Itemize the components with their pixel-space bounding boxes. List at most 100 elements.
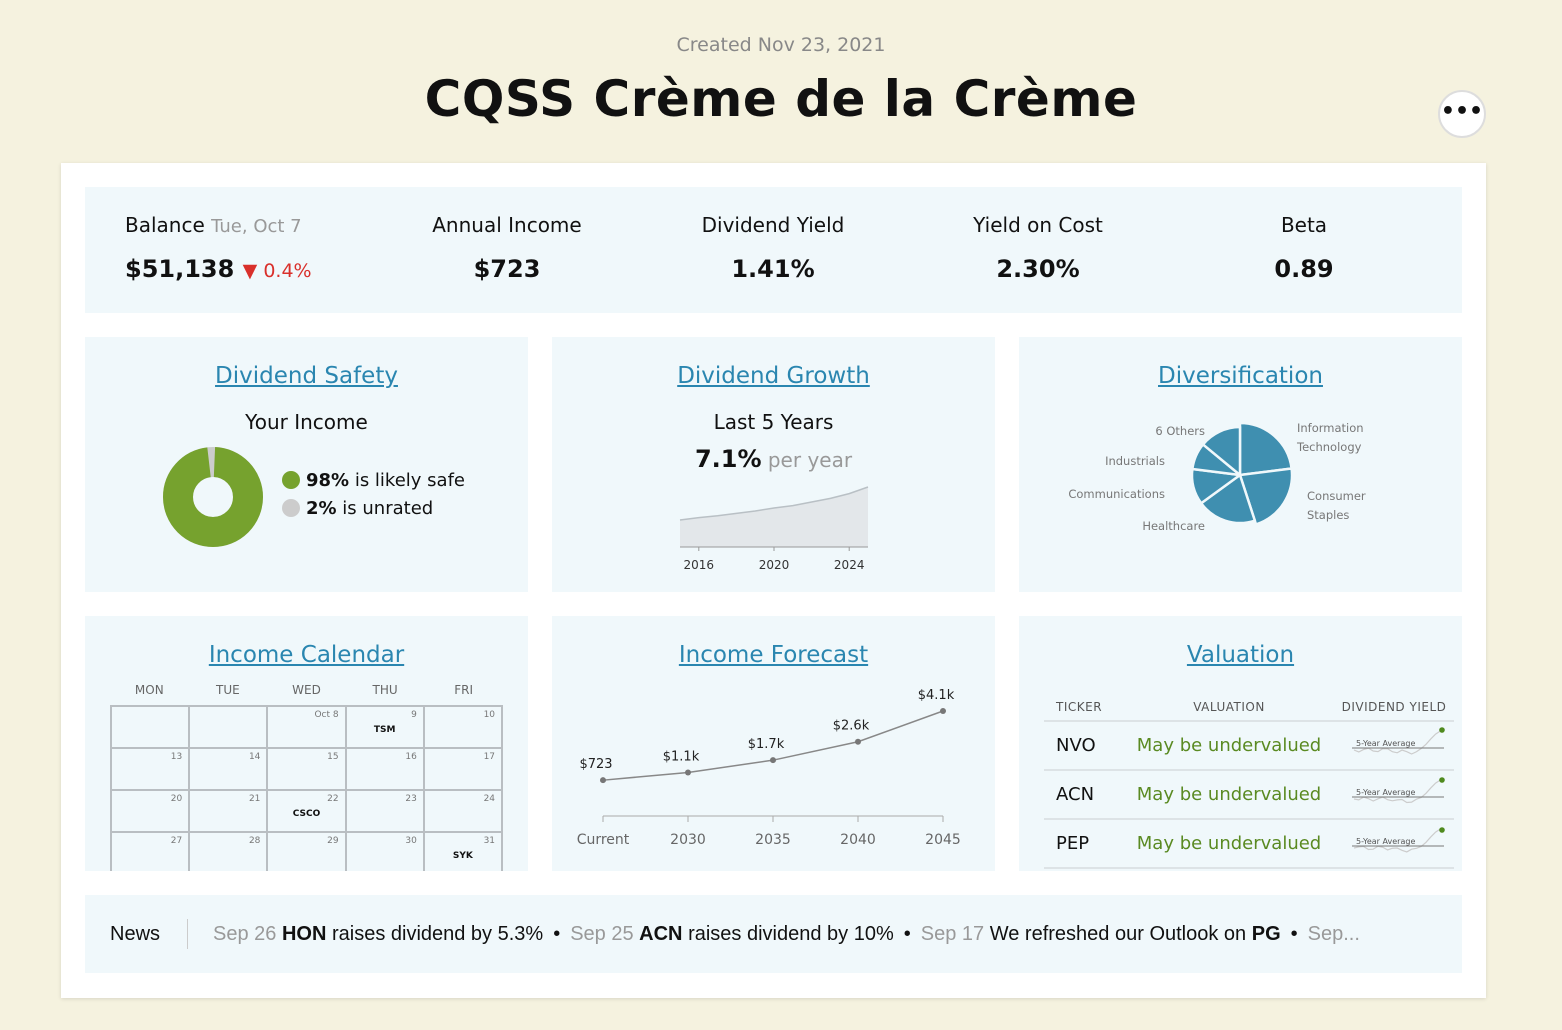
calendar-cell[interactable]: 10 bbox=[424, 707, 504, 749]
legend-unrated: 2% is unrated bbox=[282, 498, 433, 519]
calendar-cell[interactable]: 16 bbox=[346, 749, 425, 791]
valuation-ticker: NVO bbox=[1056, 735, 1096, 756]
calendar-day-header: THU bbox=[372, 683, 398, 697]
valuation-link[interactable]: Valuation bbox=[1186, 642, 1295, 668]
forecast-value-label: $2.6k bbox=[833, 719, 870, 734]
calendar-date: 20 bbox=[170, 794, 183, 804]
more-options-button[interactable]: ••• bbox=[1438, 90, 1486, 138]
dividend-growth-link[interactable]: Dividend Growth bbox=[677, 363, 870, 389]
income-forecast-link[interactable]: Income Forecast bbox=[678, 642, 869, 668]
growth-rate: 7.1% per year bbox=[552, 445, 995, 473]
stat-annual-income: Annual Income $723 bbox=[377, 213, 637, 283]
valuation-ticker: ACN bbox=[1056, 784, 1095, 805]
page-title: CQSS Crème de la Crème bbox=[424, 70, 1138, 128]
calendar-cell[interactable]: 13 bbox=[112, 749, 191, 791]
dividend-safety-tile: Dividend Safety Your Income 98% is likel… bbox=[85, 337, 528, 592]
calendar-cell[interactable]: 24 bbox=[424, 791, 504, 833]
calendar-cell[interactable] bbox=[112, 707, 191, 749]
calendar-payment-ticker: SYK bbox=[452, 851, 473, 861]
calendar-cell[interactable] bbox=[190, 707, 269, 749]
donut-safe-segment bbox=[163, 447, 263, 547]
news-item[interactable]: Sep 26 HON raises dividend by 5.3% bbox=[213, 923, 543, 946]
calendar-date: 17 bbox=[483, 752, 496, 762]
pie-label: Healthcare bbox=[1142, 519, 1205, 533]
calendar-week: 13 14 15 16 17 bbox=[112, 749, 504, 791]
dividend-yield-sparkline-cell: 5-Year Average bbox=[1334, 819, 1454, 868]
pie-label-line: Staples bbox=[1307, 508, 1349, 522]
calendar-day-header: FRI bbox=[454, 683, 474, 697]
calendar-date: 9 bbox=[411, 710, 417, 720]
news-ticker-symbol: PG bbox=[1251, 923, 1281, 945]
news-item[interactable]: Sep 17 We refreshed our Outlook on PG bbox=[921, 923, 1281, 946]
diversification-tile: Diversification Information Technology Con… bbox=[1019, 337, 1462, 592]
news-ticker: News Sep 26 HON raises dividend by 5.3% … bbox=[85, 895, 1462, 973]
calendar-cell[interactable]: 15 bbox=[268, 749, 347, 791]
safety-donut bbox=[163, 447, 263, 547]
pie-slice bbox=[1238, 421, 1293, 477]
diversification-link[interactable]: Diversification bbox=[1158, 363, 1323, 389]
calendar-cell[interactable]: Oct 8 bbox=[268, 707, 347, 749]
calendar-cell[interactable]: 21 bbox=[190, 791, 269, 833]
income-forecast-tile: Income Forecast $723 Current $1.1k 2030 $1.7… bbox=[552, 616, 995, 871]
valuation-row[interactable]: PEP May be undervalued 5-Year Average bbox=[1044, 819, 1454, 868]
calendar-cell[interactable]: 30 bbox=[347, 833, 425, 871]
annual-income-value: $723 bbox=[473, 255, 541, 283]
balance-value: $51,138 bbox=[125, 255, 235, 283]
calendar-day-header: TUE bbox=[216, 683, 240, 697]
calendar-payment-ticker: CSCO bbox=[292, 809, 321, 819]
calendar-cell[interactable]: 20 bbox=[112, 791, 191, 833]
news-item-truncated[interactable]: Sep... bbox=[1307, 923, 1360, 945]
calendar-date: 24 bbox=[483, 794, 496, 804]
valuation-table: TICKER VALUATION DIVIDEND YIELD NVO May b… bbox=[1044, 694, 1454, 869]
valuation-tile: Valuation TICKER VALUATION DIVIDEND YIEL… bbox=[1019, 616, 1462, 871]
calendar-cell[interactable]: 23 bbox=[346, 791, 425, 833]
calendar-cell[interactable]: 17 bbox=[424, 749, 504, 791]
dividend-growth-tile: Dividend Growth Last 5 Years 7.1% per ye… bbox=[552, 337, 995, 592]
calendar-cell[interactable]: 14 bbox=[190, 749, 269, 791]
safe-text: is likely safe bbox=[354, 470, 465, 491]
balance-change: ▼ 0.4% bbox=[242, 260, 312, 282]
five-year-average-label: 5-Year Average bbox=[1356, 788, 1415, 797]
dividend-yield-sparkline: 5-Year Average bbox=[1352, 826, 1445, 853]
pie-label: Communications bbox=[1068, 487, 1165, 501]
news-separator: • bbox=[903, 923, 911, 945]
header-valuation: VALUATION bbox=[1193, 700, 1265, 714]
balance-label: Balance bbox=[125, 213, 205, 237]
forecast-point bbox=[770, 757, 776, 764]
news-items: Sep 26 HON raises dividend by 5.3% • Sep… bbox=[213, 923, 1360, 946]
dividend-yield-sparkline-cell: 5-Year Average bbox=[1334, 770, 1454, 819]
calendar-cell[interactable]: 22 CSCO bbox=[268, 791, 347, 833]
calendar-cell[interactable]: 27 bbox=[112, 833, 191, 871]
calendar-cell[interactable]: 28 bbox=[190, 833, 269, 871]
pie-label: Consumer Staples bbox=[1307, 489, 1366, 522]
dividend-yield-sparkline: 5-Year Average bbox=[1352, 776, 1445, 803]
dividend-yield-sparkline-cell: 5-Year Average bbox=[1334, 721, 1454, 770]
forecast-point bbox=[600, 777, 606, 784]
pie-label-line: Consumer bbox=[1307, 489, 1366, 503]
current-yield-dot bbox=[1439, 726, 1445, 733]
news-item[interactable]: Sep 25 ACN raises dividend by 10% bbox=[570, 923, 894, 946]
valuation-row[interactable]: NVO May be undervalued 5-Year Average bbox=[1044, 721, 1454, 770]
dividend-safety-link[interactable]: Dividend Safety bbox=[215, 363, 398, 389]
forecast-value-label: $4.1k bbox=[918, 688, 955, 703]
calendar-date: 22 bbox=[327, 794, 339, 804]
forecast-value-label: $1.1k bbox=[663, 749, 700, 764]
calendar-grid: Oct 8 9 TSM 10 13 14 15 16 17 20 21 22 CSCO 23 24 27 28 2… bbox=[110, 705, 504, 871]
valuation-row[interactable]: ACN May be undervalued 5-Year Average bbox=[1044, 770, 1454, 819]
forecast-value-label: $723 bbox=[579, 757, 612, 772]
calendar-date: 31 bbox=[483, 836, 496, 846]
calendar-cell[interactable]: 31 SYK bbox=[425, 833, 504, 871]
calendar-cell[interactable]: 9 TSM bbox=[346, 707, 425, 749]
header-dividend-yield: DIVIDEND YIELD bbox=[1341, 700, 1447, 714]
yield-on-cost-label: Yield on Cost bbox=[973, 213, 1103, 237]
dividend-yield-value: 1.41% bbox=[731, 255, 815, 283]
calendar-date: 29 bbox=[327, 836, 339, 846]
valuation-status: May be undervalued bbox=[1136, 735, 1322, 756]
stat-dividend-yield: Dividend Yield 1.41% bbox=[643, 213, 903, 283]
calendar-date: 16 bbox=[405, 752, 417, 762]
legend-safe: 98% is likely safe bbox=[282, 470, 465, 491]
news-text: raises dividend by 5.3% bbox=[331, 923, 544, 945]
income-calendar-link[interactable]: Income Calendar bbox=[208, 642, 405, 668]
calendar-day-header: WED bbox=[292, 683, 321, 697]
calendar-cell[interactable]: 29 bbox=[268, 833, 347, 871]
